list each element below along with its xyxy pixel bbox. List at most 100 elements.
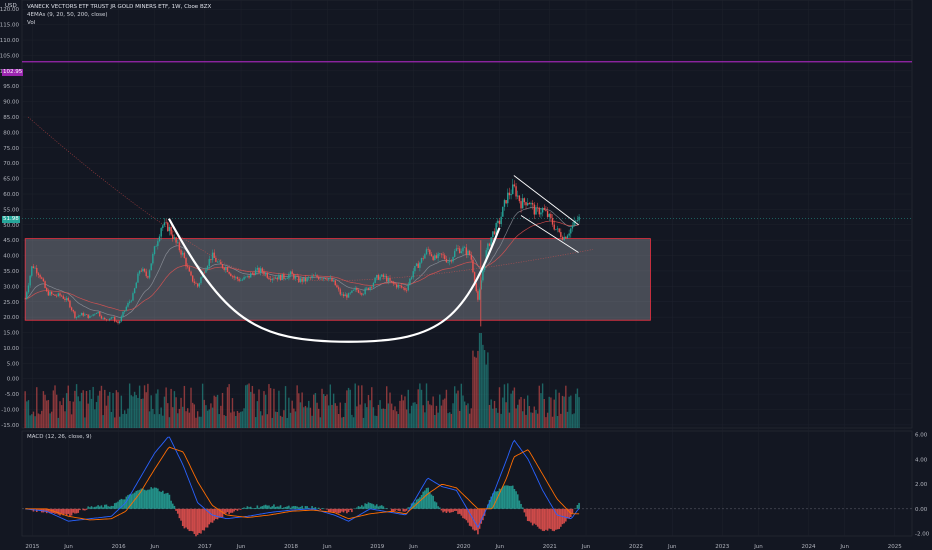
- volume-bar: [359, 404, 361, 428]
- volume-bar: [274, 411, 277, 428]
- volume-bar: [84, 417, 86, 428]
- volume-bar: [575, 393, 577, 428]
- volume-bar: [339, 402, 341, 428]
- volume-bar: [384, 408, 386, 428]
- candle-body: [400, 285, 403, 288]
- macd-histogram-bar: [180, 508, 182, 521]
- volume-bar: [243, 408, 245, 428]
- candle-body: [487, 243, 489, 251]
- candle-body: [424, 254, 426, 259]
- candle-body: [75, 316, 78, 318]
- volume-bar: [32, 411, 35, 428]
- volume-bar: [231, 398, 234, 428]
- volume-bar: [379, 400, 381, 428]
- volume-bar: [478, 333, 481, 428]
- macd-histogram-bar: [351, 508, 353, 513]
- candle-body: [95, 312, 98, 314]
- macd-histogram-bar: [538, 508, 541, 529]
- candle-body: [273, 278, 275, 280]
- candle-body: [450, 260, 453, 262]
- volume-bar: [271, 417, 273, 428]
- volume-bar: [283, 410, 285, 428]
- volume-bar: [535, 410, 537, 428]
- candle-body: [366, 287, 368, 289]
- macd-histogram-bar: [434, 501, 436, 509]
- macd-histogram-bar: [95, 506, 98, 509]
- volume-bar: [321, 388, 323, 428]
- volume-bar: [309, 407, 312, 428]
- volume-bar: [538, 385, 540, 428]
- macd-histogram-bar: [77, 508, 80, 513]
- macd-histogram-bar: [372, 504, 375, 509]
- volume-bar: [568, 396, 570, 428]
- macd-histogram-bar: [181, 508, 184, 527]
- candle-body: [364, 288, 366, 295]
- x-tick-label: Jun: [63, 544, 73, 550]
- candle-body: [467, 250, 469, 255]
- candle-body: [259, 268, 262, 273]
- volume-bar: [123, 410, 126, 428]
- macd-histogram-bar: [148, 489, 151, 509]
- macd-histogram-bar: [228, 508, 230, 515]
- candle-body: [344, 294, 346, 297]
- candle-body: [361, 293, 363, 295]
- macd-histogram-bar: [356, 507, 358, 509]
- volume-bar: [180, 397, 182, 428]
- symbol-title[interactable]: VANECK VECTORS ETF TRUST JR GOLD MINERS …: [27, 4, 212, 10]
- macd-histogram-bar: [359, 506, 361, 509]
- volume-bar: [449, 412, 451, 428]
- candle-body: [313, 275, 315, 277]
- macd-histogram-bar: [457, 508, 459, 515]
- candle-body: [399, 284, 401, 286]
- candle-body: [332, 280, 335, 282]
- macd-histogram-bar: [473, 508, 476, 531]
- volume-bar: [208, 409, 210, 428]
- candle-body: [243, 277, 245, 280]
- volume-bar: [218, 414, 220, 428]
- macd-histogram-bar: [205, 508, 207, 528]
- volume-bar: [301, 392, 303, 428]
- macd-histogram-bar: [87, 506, 89, 509]
- volume-bar: [316, 402, 318, 428]
- candle-body: [405, 290, 408, 291]
- candle-body: [412, 271, 414, 278]
- macd-histogram-bar: [319, 508, 322, 510]
- volume-bar: [269, 388, 272, 428]
- volume-bar: [133, 391, 136, 428]
- ema-indicator-label[interactable]: 4EMAs (9, 20, 50, 200, close): [27, 12, 108, 18]
- volume-bar: [399, 400, 401, 428]
- candle-body: [322, 278, 325, 280]
- y-tick-label: 110.00: [0, 38, 19, 44]
- x-tick-label: Jun: [753, 544, 763, 550]
- candle-body: [376, 274, 378, 278]
- volume-bar: [160, 407, 162, 428]
- volume-bar: [225, 415, 227, 428]
- volume-bar: [278, 390, 280, 428]
- volume-bar: [143, 385, 146, 428]
- macd-histogram-bar: [516, 494, 519, 509]
- macd-histogram-bar: [64, 508, 66, 514]
- macd-indicator-label[interactable]: MACD (12, 26, close, 9): [27, 434, 92, 440]
- candle-body: [278, 274, 280, 280]
- volume-bar: [369, 400, 371, 428]
- macd-histogram-bar: [511, 485, 514, 509]
- candle-body: [570, 228, 572, 234]
- candle-body: [251, 273, 254, 274]
- volume-bar: [69, 401, 71, 428]
- macd-histogram-bar: [112, 506, 114, 509]
- candle-body: [240, 280, 242, 282]
- vol-indicator-label[interactable]: Vol: [27, 20, 36, 26]
- macd-histogram-bar: [273, 504, 275, 509]
- volume-bar: [367, 395, 370, 428]
- volume-bar: [140, 398, 142, 428]
- candle-body: [256, 267, 259, 270]
- candle-body: [458, 248, 461, 254]
- candle-body: [72, 310, 74, 312]
- main-pane-border: [21, 0, 913, 429]
- macd-histogram-bar: [384, 508, 386, 509]
- volume-bar: [261, 415, 264, 428]
- macd-histogram-bar: [551, 508, 554, 531]
- y-tick-label: 50.00: [3, 223, 19, 229]
- volume-bar: [390, 403, 393, 428]
